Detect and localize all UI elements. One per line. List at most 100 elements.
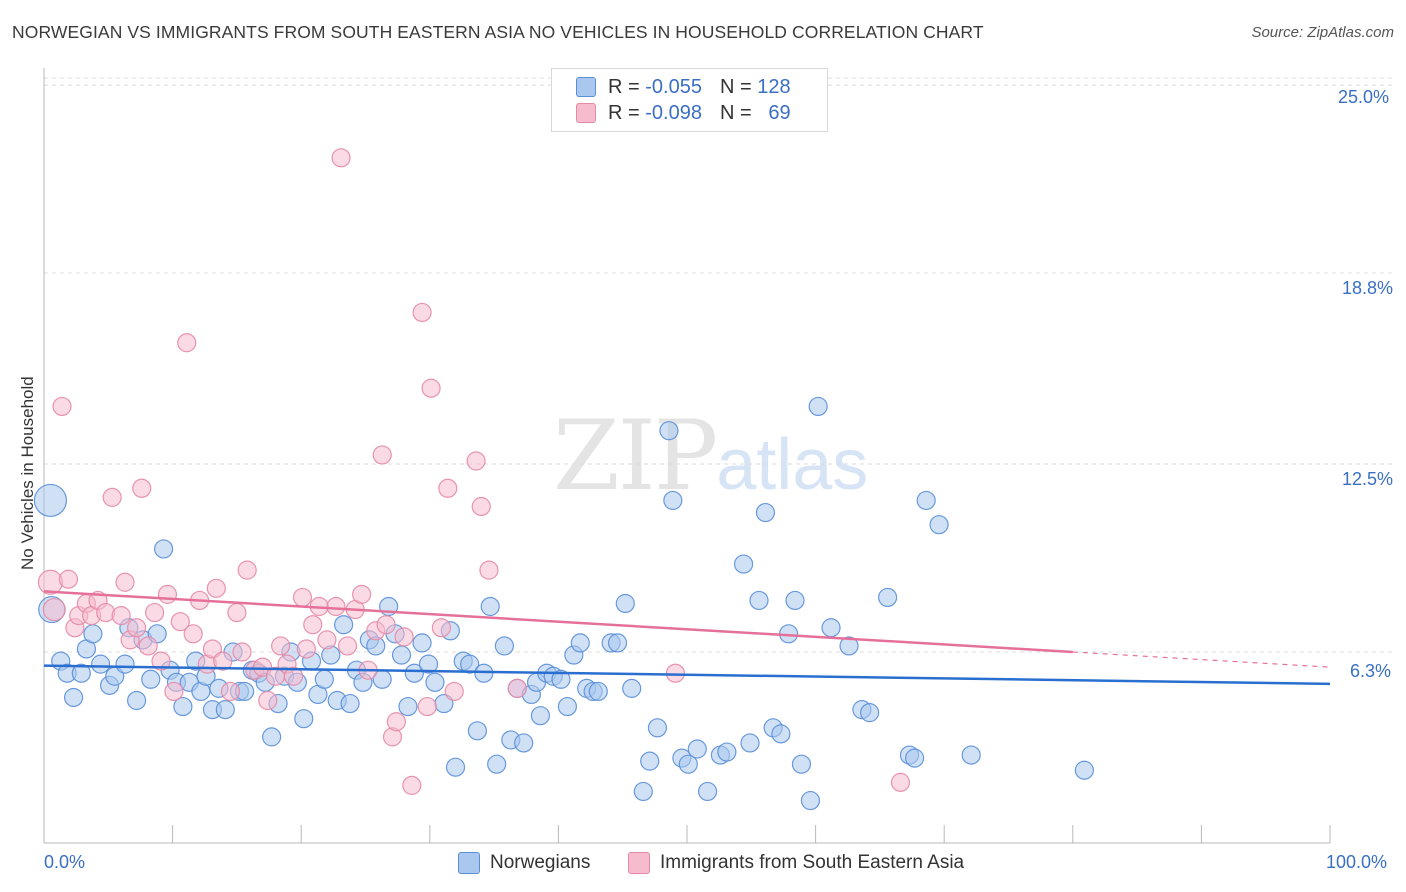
norwegian-point	[607, 633, 628, 653]
norwegian-point	[141, 669, 161, 689]
immigrant-point	[394, 627, 414, 647]
legend-label-immigrants: Immigrants from South Eastern Asia	[660, 852, 965, 873]
norwegian-point	[494, 636, 514, 656]
norwegian-point	[557, 696, 578, 717]
immigrant-point	[220, 681, 241, 702]
immigrant-point	[352, 584, 372, 604]
immigrant-point	[138, 636, 158, 656]
legend-row-norwegians: R = -0.055 N = 128	[576, 74, 791, 100]
immigrant-point	[52, 396, 72, 417]
legend-n-label: N =	[719, 75, 752, 98]
immigrant-point	[471, 496, 491, 517]
norwegian-point	[678, 754, 698, 774]
watermark: ZIPatlas	[553, 400, 868, 512]
legend-r-label: R =	[608, 101, 640, 124]
norwegian-point	[733, 554, 754, 574]
immigrant-point	[111, 606, 131, 626]
y-tick-label: 12.5%	[1342, 469, 1394, 489]
norwegian-point	[173, 696, 193, 717]
norwegian-point	[63, 687, 84, 708]
norwegian-point	[340, 693, 360, 714]
norwegian-point	[659, 421, 679, 441]
norwegian-point	[294, 709, 314, 729]
norwegian-point	[663, 490, 683, 511]
immigrant-point	[466, 451, 486, 471]
norwegian-point	[215, 700, 235, 720]
norwegian-trend-line	[43, 664, 1331, 686]
immigrant-point	[96, 602, 116, 623]
immigrant-point	[206, 578, 226, 598]
norwegian-point	[404, 663, 424, 683]
immigrant-point	[183, 624, 203, 644]
norwegian-point	[530, 706, 550, 726]
immigrant-point	[665, 663, 686, 683]
immigrant-point	[132, 478, 152, 498]
norwegian-point	[83, 624, 103, 644]
immigrant-point	[271, 636, 291, 656]
immigrant-point	[42, 597, 66, 622]
immigrant-point	[126, 618, 147, 638]
norwegian-point	[33, 483, 68, 518]
legend-swatch-pink	[576, 103, 596, 123]
legend-item-norwegians: Norwegians	[458, 852, 590, 874]
norwegian-point	[740, 733, 760, 753]
immigrant-point	[412, 302, 432, 323]
norwegian-point	[460, 654, 480, 674]
norwegian-point	[90, 654, 111, 674]
norwegian-point	[115, 654, 135, 674]
legend-swatch-blue	[458, 852, 480, 874]
norwegian-point	[791, 754, 812, 774]
norwegian-point	[445, 757, 466, 777]
norwegian-point	[418, 654, 439, 674]
immigrant-point	[431, 618, 451, 638]
norwegian-point	[687, 739, 707, 759]
immigrant-point	[402, 775, 422, 795]
norwegian-point	[878, 587, 898, 608]
norwegian-point	[570, 633, 590, 653]
legend-row-immigrants: R = -0.098 N = 69	[576, 100, 791, 126]
legend-swatch-blue	[576, 77, 596, 97]
norwegian-point	[633, 781, 653, 802]
immigrant-point	[386, 712, 406, 732]
y-tick-label: 6.3%	[1350, 661, 1392, 681]
immigrant-point	[337, 636, 358, 656]
immigrant-point	[157, 584, 178, 604]
norwegian-point	[551, 669, 571, 689]
immigrant-point	[232, 642, 252, 662]
immigrant-point	[283, 666, 304, 686]
immigrant-point	[296, 639, 316, 659]
norwegian-point	[771, 724, 791, 744]
legend-item-immigrants: Immigrants from South Eastern Asia	[628, 852, 964, 874]
norwegian-point	[126, 690, 147, 711]
immigrant-point	[444, 681, 464, 702]
immigrant-point	[479, 560, 499, 580]
immigrant-point	[890, 772, 911, 792]
norwegian-point	[153, 539, 174, 559]
legend-n-value: 69	[768, 101, 791, 124]
norwegian-point	[717, 742, 737, 762]
immigrant-point	[144, 602, 165, 623]
immigrant-point	[507, 678, 527, 698]
immigrant-point	[102, 487, 122, 507]
norwegian-point	[71, 663, 91, 683]
norwegian-point	[916, 490, 936, 511]
immigrant-point	[438, 478, 458, 498]
norwegian-point	[839, 636, 859, 656]
norwegian-point	[785, 590, 805, 611]
legend-r-value: -0.055	[645, 75, 702, 98]
y-tick-label: 18.8%	[1342, 278, 1394, 298]
watermark-atlas: atlas	[716, 425, 869, 505]
immigrant-trend-line	[43, 590, 1073, 654]
immigrant-point	[417, 696, 437, 717]
norwegian-point	[749, 590, 769, 611]
immigrant-point	[237, 560, 257, 580]
y-tick-label: 25.0%	[1338, 87, 1390, 107]
immigrant-point	[227, 602, 247, 623]
norwegian-point	[808, 396, 828, 417]
norwegian-point	[755, 502, 776, 523]
chart-title: NORWEGIAN VS IMMIGRANTS FROM SOUTH EASTE…	[12, 22, 984, 42]
norwegian-point	[961, 745, 981, 765]
legend-r-label: R =	[608, 75, 640, 98]
norwegian-point	[697, 781, 718, 802]
immigrant-trend-extension	[1072, 651, 1331, 668]
